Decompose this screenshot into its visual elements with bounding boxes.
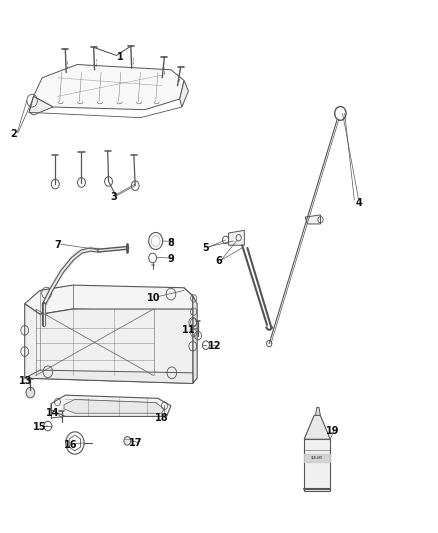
Text: 12: 12: [208, 341, 221, 351]
Text: 3: 3: [111, 192, 117, 203]
Polygon shape: [25, 285, 193, 314]
Polygon shape: [229, 230, 244, 245]
Polygon shape: [180, 80, 188, 107]
Polygon shape: [25, 304, 193, 383]
Polygon shape: [64, 399, 164, 413]
Text: 16: 16: [64, 440, 77, 450]
Polygon shape: [33, 64, 184, 110]
Circle shape: [124, 437, 131, 445]
Text: 13: 13: [19, 376, 33, 386]
Text: 7: 7: [54, 240, 61, 250]
Text: 9: 9: [168, 254, 174, 263]
Text: SEALANT: SEALANT: [311, 456, 323, 460]
Text: 4: 4: [355, 198, 362, 208]
Polygon shape: [304, 439, 330, 491]
Text: 2: 2: [11, 128, 17, 139]
Text: 1: 1: [117, 52, 124, 61]
Polygon shape: [25, 370, 193, 383]
Text: 8: 8: [168, 238, 174, 247]
Circle shape: [26, 387, 35, 398]
Polygon shape: [315, 407, 320, 415]
Text: 17: 17: [129, 438, 143, 448]
Text: 5: 5: [202, 243, 209, 253]
Polygon shape: [51, 395, 171, 416]
Text: 10: 10: [147, 293, 160, 303]
Polygon shape: [305, 215, 321, 224]
Text: 15: 15: [33, 422, 47, 432]
Polygon shape: [304, 415, 330, 439]
Text: 11: 11: [182, 325, 195, 335]
Text: 18: 18: [155, 413, 169, 423]
Polygon shape: [29, 96, 53, 115]
Text: 14: 14: [46, 408, 60, 418]
Polygon shape: [193, 296, 197, 383]
Text: 19: 19: [326, 426, 339, 437]
Polygon shape: [28, 324, 61, 329]
Text: 6: 6: [215, 256, 223, 266]
